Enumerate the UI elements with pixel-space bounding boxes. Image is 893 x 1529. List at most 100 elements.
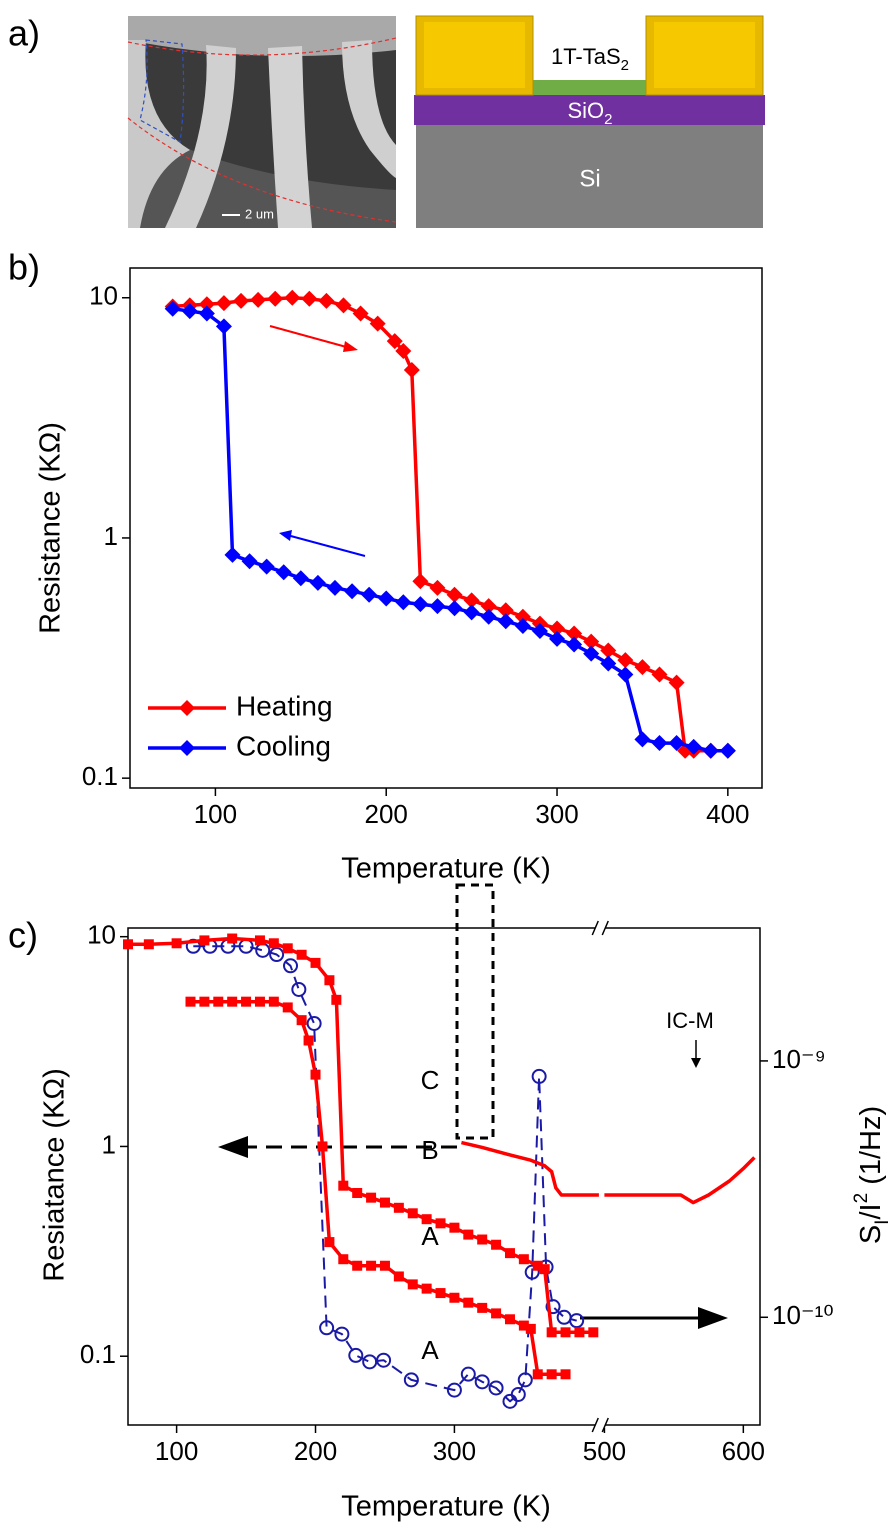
marker [474, 1374, 490, 1390]
legend-marker [179, 700, 195, 716]
marker [215, 295, 232, 312]
marker [326, 579, 343, 596]
x-tick-label: 100 [194, 799, 237, 829]
annotation-shapes [218, 883, 728, 1329]
marker [275, 564, 292, 581]
x-tick-label: 200 [294, 1436, 337, 1466]
x-axis-title: Temperature (K) [341, 1491, 551, 1523]
marker [352, 1260, 363, 1271]
marker [510, 1386, 526, 1402]
marker [171, 938, 182, 949]
marker [227, 996, 238, 1007]
annotation: A [421, 1221, 439, 1251]
marker [685, 738, 702, 755]
marker [532, 1369, 543, 1380]
marker [282, 1002, 293, 1013]
axis-break-mark [601, 1417, 609, 1433]
marker [324, 1237, 335, 1248]
x-axis-title: Temperature (K) [341, 853, 551, 885]
marker [164, 300, 181, 317]
marker [583, 645, 600, 662]
marker [518, 1320, 529, 1331]
marker [668, 735, 685, 752]
marker [303, 1035, 314, 1046]
marker [379, 1197, 390, 1208]
marker [719, 742, 736, 759]
substrate-label: Si [579, 165, 600, 192]
marker [292, 570, 309, 587]
marker [546, 1327, 557, 1338]
marker [435, 1218, 446, 1229]
y2-tick-label: 10⁻⁹ [772, 1044, 826, 1074]
legend-label: Cooling [236, 730, 331, 761]
marker [250, 291, 267, 308]
panel-label: b) [8, 247, 40, 288]
marker [600, 655, 617, 672]
y-axis-title: Resiatance (KΩ) [39, 1068, 71, 1281]
marker [352, 1187, 363, 1198]
marker [504, 1314, 515, 1325]
marker [198, 296, 215, 313]
marker [524, 1264, 540, 1280]
marker [517, 1372, 533, 1388]
series-line [172, 295, 728, 753]
marker [254, 935, 265, 946]
marker [583, 633, 600, 650]
marker [569, 1313, 585, 1329]
y-axis-title: Resistance (KΩ) [35, 422, 67, 634]
sem-image: 2 um [127, 16, 397, 228]
marker [301, 290, 318, 307]
marker [403, 1372, 419, 1388]
marker [393, 1202, 404, 1213]
y-tick-label: 1 [102, 1129, 116, 1159]
marker [241, 553, 258, 570]
marker [255, 942, 271, 958]
marker [560, 1327, 571, 1338]
marker [488, 1380, 504, 1396]
marker [588, 1327, 599, 1338]
marker [338, 1254, 349, 1265]
marker [395, 594, 412, 611]
marker [379, 1260, 390, 1271]
marker [213, 996, 224, 1007]
marker [460, 1366, 476, 1382]
marker [702, 742, 719, 759]
marker [531, 622, 548, 639]
marker [435, 1288, 446, 1299]
marker [412, 573, 429, 590]
marker [309, 574, 326, 591]
marker [477, 1234, 488, 1245]
marker [395, 343, 412, 360]
marker [143, 939, 154, 950]
marker [310, 957, 321, 968]
marker [407, 1279, 418, 1290]
marker [532, 1260, 543, 1271]
series-line [461, 1140, 756, 1205]
marker [344, 583, 361, 600]
marker [449, 1292, 460, 1303]
y-tick-label: 1 [104, 521, 118, 551]
marker [386, 333, 403, 350]
marker [362, 1354, 378, 1370]
marker [366, 1192, 377, 1203]
marker [545, 1299, 561, 1315]
marker [185, 938, 201, 954]
marker [504, 1248, 515, 1259]
marker [617, 652, 634, 669]
marker [268, 996, 279, 1007]
marker [348, 1347, 364, 1363]
marker [407, 1208, 418, 1219]
marker [215, 318, 232, 335]
marker [284, 289, 301, 306]
x-tick-label: 400 [706, 799, 749, 829]
marker [560, 1369, 571, 1380]
marker [369, 315, 386, 332]
legend-marker [179, 740, 195, 756]
marker [634, 659, 651, 676]
marker [282, 943, 293, 954]
panel-label: c) [8, 915, 38, 956]
marker [556, 1309, 572, 1325]
marker [296, 1015, 307, 1026]
axis-break-mark [601, 920, 609, 936]
marker [566, 625, 583, 642]
